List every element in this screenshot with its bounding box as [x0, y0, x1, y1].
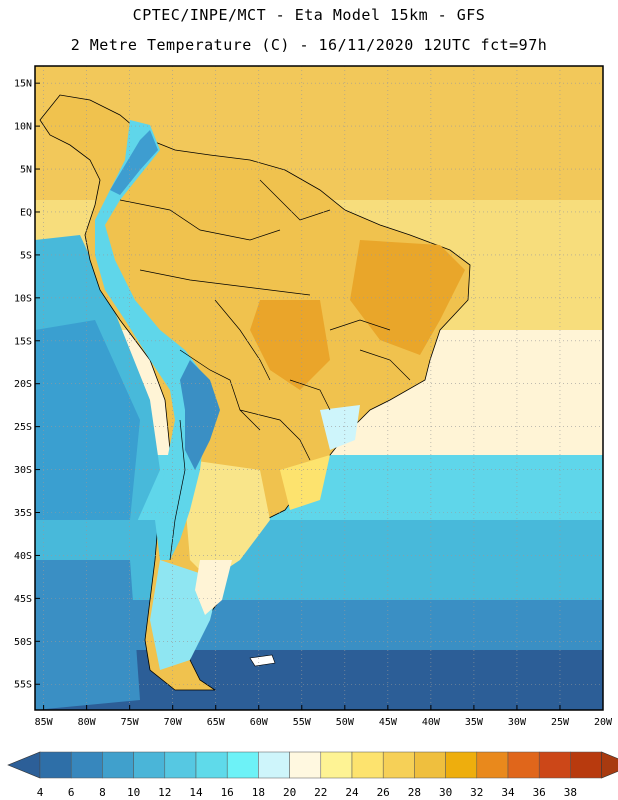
- lon-label: 35W: [465, 717, 484, 728]
- colorbar-tick-label: 28: [408, 786, 421, 799]
- graticule: [35, 66, 604, 710]
- colorbar-tick-label: 30: [439, 786, 452, 799]
- lat-label: 25S: [14, 422, 32, 433]
- lat-label: 55S: [14, 680, 32, 691]
- colorbar-under-arrow: [7, 751, 41, 779]
- lat-label: 40S: [14, 551, 32, 562]
- land-hot-central: [250, 300, 330, 390]
- lat-label: 45S: [14, 594, 32, 605]
- lat-label: 10S: [14, 293, 32, 304]
- land-mild-south: [185, 460, 270, 580]
- lat-label: 20S: [14, 379, 32, 390]
- colorbar-swatch: [195, 751, 228, 779]
- lat-label: 5N: [20, 165, 32, 176]
- colorbar-tick-label: 8: [99, 786, 106, 799]
- southeast-brazil-cool: [320, 405, 360, 450]
- lat-label: 15N: [14, 79, 32, 90]
- colorbar-swatch: [320, 751, 353, 779]
- lat-label: EQ: [20, 207, 32, 218]
- colorbar-swatch: [507, 751, 540, 779]
- colorbar-over-arrow: [601, 751, 618, 779]
- colorbar-swatch: [538, 751, 571, 779]
- andes-north-core: [110, 130, 158, 195]
- colorbar-swatch: [133, 751, 166, 779]
- lon-label: 65W: [207, 717, 226, 728]
- pacific-cold-tongue: [35, 320, 140, 520]
- colorbar-tick-label: 6: [68, 786, 75, 799]
- colorbar-tick-label: 26: [377, 786, 390, 799]
- colorbar: 4 6 8 10 12 14 16 18 20 22 24 26 28 30 32 34 36 38: [7, 751, 618, 799]
- lat-label: 30S: [14, 465, 32, 476]
- colorbar-swatch: [570, 751, 602, 779]
- lat-label: 15S: [14, 336, 32, 347]
- colorbar-tick-label: 20: [283, 786, 296, 799]
- lon-label: 75W: [121, 717, 140, 728]
- country-borders: [119, 179, 411, 561]
- colorbar-swatch: [382, 751, 415, 779]
- colorbar-swatch: [39, 751, 72, 779]
- lon-label: 60W: [250, 717, 269, 728]
- colorbar-swatch: [445, 751, 478, 779]
- falkland-islands: [249, 654, 276, 667]
- lon-label: 30W: [508, 717, 527, 728]
- land-pampas: [280, 455, 330, 510]
- colorbar-swatch: [70, 751, 103, 779]
- colorbar-tick-label: 16: [221, 786, 234, 799]
- colorbar-swatch: [226, 751, 259, 779]
- lon-label: 55W: [293, 717, 312, 728]
- colorbar-tick-label: 14: [189, 786, 203, 799]
- lon-label: 40W: [422, 717, 441, 728]
- lon-label: 20W: [594, 717, 613, 728]
- lat-label: 50S: [14, 637, 32, 648]
- colorbar-tick-label: 10: [127, 786, 140, 799]
- lon-label: 50W: [336, 717, 355, 728]
- colorbar-tick-label: 32: [470, 786, 483, 799]
- colorbar-swatch: [289, 751, 322, 779]
- lon-label: 85W: [35, 717, 54, 728]
- colorbar-tick-label: 12: [158, 786, 171, 799]
- axis-ticks: 15N 10N 5N EQ 5S 10S 15S 20S 25S 30S 35S 40S 45S 50S 5…: [14, 79, 613, 728]
- colorbar-swatch: [258, 751, 290, 779]
- andes-colder-core: [180, 360, 220, 470]
- colorbar-swatch: [164, 751, 197, 779]
- map-frame: [34, 65, 604, 711]
- colorbar-tick-label: 18: [252, 786, 265, 799]
- pacific-coastal-cold: [35, 560, 140, 710]
- colorbar-tick-label: 24: [345, 786, 359, 799]
- lon-label: 45W: [379, 717, 398, 728]
- lat-label: 5S: [20, 250, 32, 261]
- lon-label: 70W: [164, 717, 183, 728]
- patagonia-pale: [195, 560, 232, 615]
- map-title: CPTEC/INPE/MCT - Eta Model 15km - GFS: [132, 6, 486, 24]
- lat-label: 10N: [14, 122, 32, 133]
- colorbar-tick-label: 22: [314, 786, 327, 799]
- lon-label: 80W: [78, 717, 97, 728]
- colorbar-swatch: [102, 751, 134, 779]
- lon-label: 25W: [551, 717, 570, 728]
- colorbar-tick-label: 36: [533, 786, 546, 799]
- colorbar-tick-label: 38: [564, 786, 577, 799]
- lat-label: 35S: [14, 508, 32, 519]
- colorbar-tick-label: 34: [501, 786, 515, 799]
- colorbar-swatch: [414, 751, 446, 779]
- colorbar-swatch: [351, 751, 384, 779]
- colorbar-swatch: [476, 751, 509, 779]
- colorbar-tick-label: 4: [37, 786, 44, 799]
- map-subtitle: 2 Metre Temperature (C) - 16/11/2020 12U…: [70, 36, 548, 54]
